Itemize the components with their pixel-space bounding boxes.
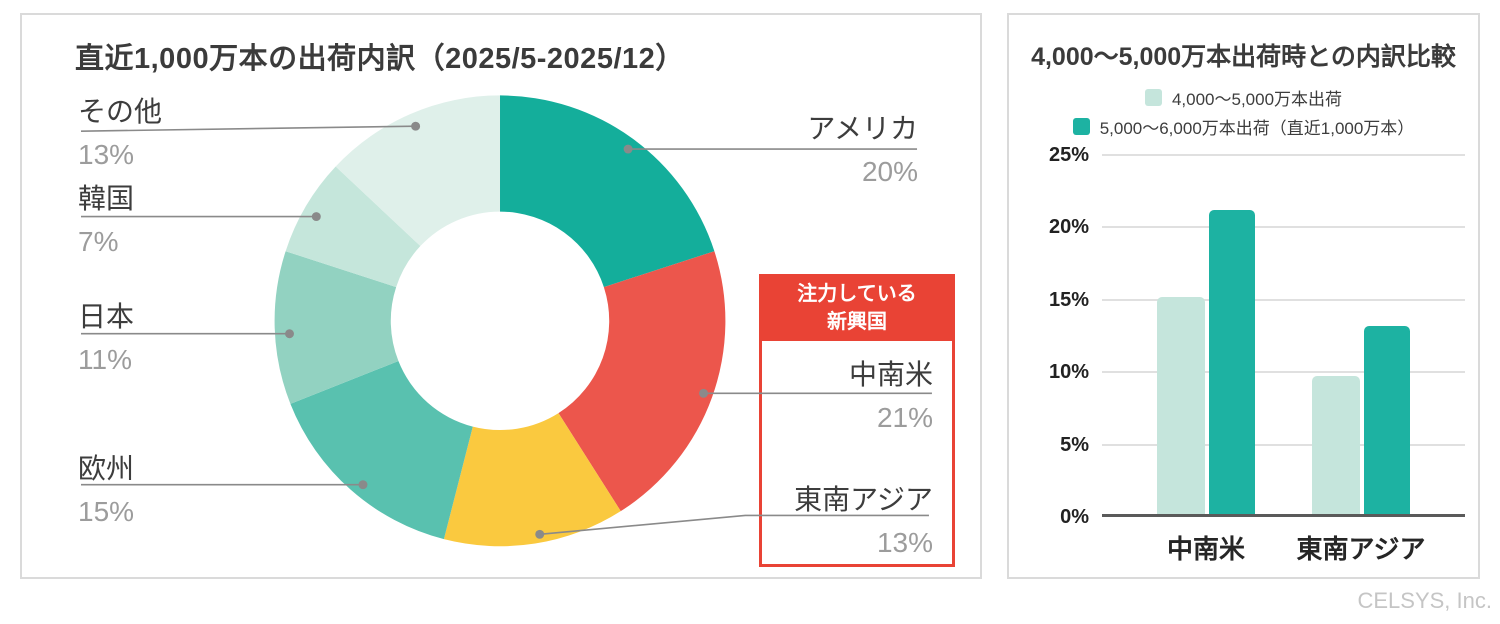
donut-segment — [443, 413, 621, 547]
x-axis-label: 中南米 — [1166, 534, 1246, 564]
bar-chart-title: 4,000〜5,000万本出荷時との内訳比較 — [1031, 43, 1456, 71]
bar-group — [1157, 209, 1255, 514]
bar — [1312, 376, 1360, 514]
segment-percent: 11% — [78, 344, 132, 375]
y-axis-tick: 5% — [1060, 433, 1089, 456]
bar — [1209, 209, 1255, 514]
legend-label: 5,000〜6,000万本出荷（直近1,000万本） — [1099, 119, 1415, 138]
bar-plot-area — [1102, 154, 1465, 517]
y-axis-tick: 15% — [1048, 288, 1089, 311]
segment-label-others: その他 13% — [78, 95, 162, 172]
donut-segment — [285, 166, 421, 288]
donut-segment — [500, 95, 715, 288]
legend-swatch — [1144, 89, 1162, 106]
y-axis-tick: 25% — [1048, 144, 1089, 166]
donut-segment — [335, 95, 501, 247]
bar — [1364, 325, 1410, 514]
segment-percent: 15% — [78, 496, 135, 527]
bar-chart-legend: 4,000〜5,000万本出荷 5,000〜6,000万本出荷（直近1,000万本… — [1009, 85, 1478, 139]
legend-item: 5,000〜6,000万本出荷（直近1,000万本） — [1072, 114, 1415, 139]
segment-percent: 20% — [861, 156, 918, 187]
segment-percent: 13% — [876, 527, 933, 558]
highlight-box-line1: 注力している — [797, 283, 917, 305]
segment-label-southeast-asia: 東南アジア 13% — [794, 483, 933, 560]
segment-name: その他 — [78, 96, 163, 127]
y-axis-tick: 0% — [1060, 506, 1089, 528]
highlight-box-header: 注力している 新興国 — [759, 274, 955, 341]
bar-group — [1312, 325, 1410, 514]
donut-chart-panel: 直近1,000万本の出荷内訳（2025/5-2025/12） 注力している 新興… — [20, 13, 982, 579]
segment-label-europe: 欧州 15% — [78, 452, 134, 529]
segment-name: 欧州 — [78, 453, 135, 484]
segment-percent: 13% — [78, 139, 135, 170]
x-axis-categories: 中南米 東南アジア — [1102, 529, 1465, 569]
y-axis-tick: 20% — [1048, 216, 1089, 239]
y-axis-tick: 10% — [1048, 361, 1089, 384]
segment-name: 日本 — [78, 301, 135, 332]
y-axis: 0% 5% 10% 15% 20% 25% — [1009, 144, 1089, 528]
legend-label: 4,000〜5,000万本出荷 — [1171, 90, 1343, 109]
donut-chart-title: 直近1,000万本の出荷内訳（2025/5-2025/12） — [75, 43, 685, 75]
highlight-box: 注力している 新興国 — [759, 274, 955, 567]
gridline — [1102, 443, 1465, 446]
donut-segment — [290, 361, 473, 540]
gridline — [1102, 226, 1465, 229]
segment-name: 中南米 — [848, 359, 933, 390]
gridline — [1102, 298, 1465, 301]
gridline — [1102, 371, 1465, 374]
segment-name: 東南アジア — [794, 484, 933, 515]
donut-segment — [274, 251, 399, 404]
watermark: CELSYS, Inc. — [1357, 588, 1492, 613]
segment-label-japan: 日本 11% — [78, 300, 134, 377]
donut-segment — [558, 251, 726, 512]
bar-chart-panel: 4,000〜5,000万本出荷時との内訳比較 4,000〜5,000万本出荷 5,… — [1007, 13, 1480, 579]
gridline — [1102, 154, 1465, 156]
segment-label-america: アメリカ 20% — [807, 112, 918, 189]
segment-name: 韓国 — [78, 183, 135, 214]
segment-label-latin-america: 中南米 21% — [849, 358, 933, 435]
segment-percent: 21% — [876, 402, 933, 433]
bar — [1157, 296, 1205, 514]
highlight-box-line2: 新興国 — [827, 310, 887, 333]
legend-swatch — [1072, 118, 1090, 135]
segment-percent: 7% — [78, 226, 119, 257]
segment-name: アメリカ — [807, 113, 918, 144]
segment-label-korea: 韓国 7% — [78, 182, 134, 259]
legend-item: 4,000〜5,000万本出荷 — [1144, 85, 1343, 110]
x-axis-label: 東南アジア — [1296, 534, 1426, 564]
